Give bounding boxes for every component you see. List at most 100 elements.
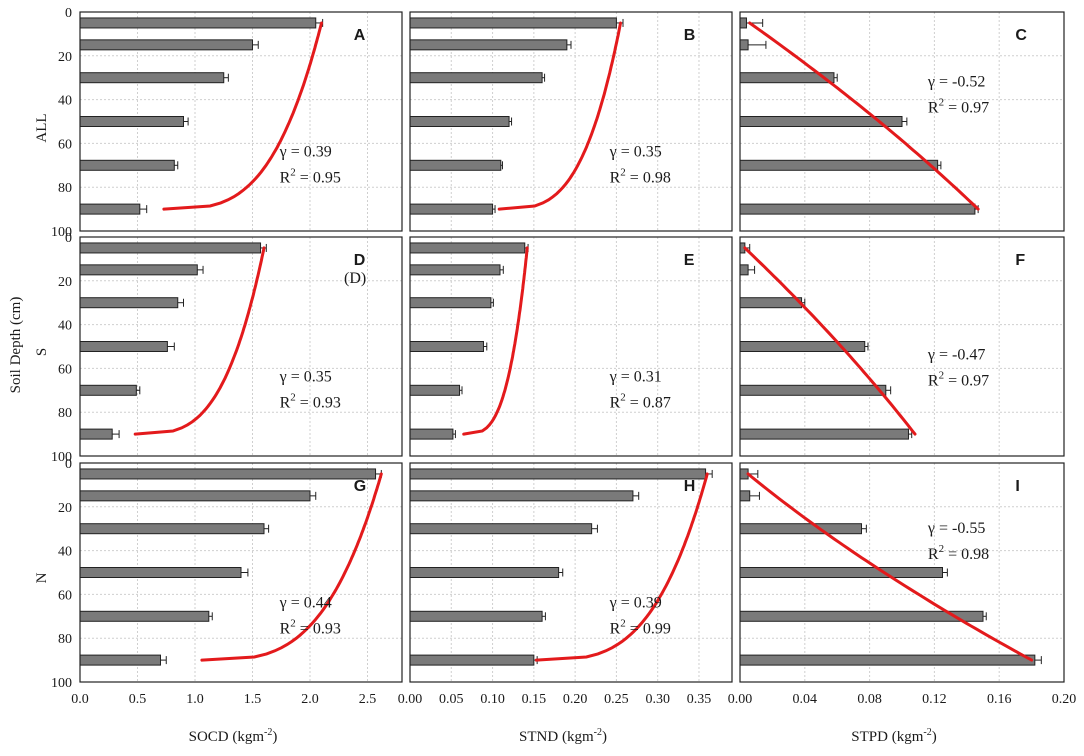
- bar: [409, 116, 510, 127]
- bar: [79, 468, 377, 480]
- r2-sup: 2: [290, 392, 296, 404]
- x-tick-label: 0.0: [71, 692, 89, 707]
- r2-label: R2 = 0.93: [280, 392, 341, 412]
- panel-letter: B: [684, 27, 696, 44]
- gamma-label: γ = 0.44: [279, 595, 332, 612]
- bar: [409, 523, 593, 535]
- x-axis-label-sup: -2: [594, 727, 602, 738]
- gamma-label: γ = 0.31: [609, 369, 662, 386]
- x-tick-label: 1.5: [244, 692, 262, 707]
- depth-tick-label: 60: [58, 588, 72, 603]
- panel-frame: [79, 462, 403, 683]
- r2-value: = 0.97: [944, 99, 989, 116]
- bar: [739, 159, 939, 171]
- panel-letter: D: [354, 252, 366, 269]
- bar: [409, 428, 454, 440]
- gamma-label: γ = 0.39: [609, 595, 662, 612]
- panel-annotation: (D): [344, 270, 366, 287]
- bar: [739, 203, 976, 215]
- x-tick-label: 0.12: [922, 692, 947, 707]
- bar: [409, 341, 484, 352]
- bar: [739, 39, 749, 51]
- bar: [409, 17, 617, 29]
- y-axis-label: Soil Depth (cm): [8, 297, 24, 394]
- panel-frame: [409, 462, 733, 683]
- x-axis-label-main: SOCD (kgm: [189, 729, 265, 745]
- r2-value: = 0.98: [626, 170, 671, 187]
- bar: [79, 159, 175, 171]
- panel-frame: [739, 462, 1065, 683]
- bar: [409, 384, 461, 396]
- r2-label: R2 = 0.97: [928, 370, 989, 390]
- bar: [739, 523, 862, 535]
- x-axis-label-sup: -2: [264, 727, 272, 738]
- r2-sup: 2: [620, 392, 626, 404]
- bar: [409, 610, 543, 622]
- x-tick-label: 2.0: [301, 692, 319, 707]
- r2-label: R2 = 0.87: [610, 392, 671, 412]
- panel-letter: E: [684, 252, 695, 269]
- r2-main: R: [280, 170, 291, 187]
- r2-value: = 0.87: [626, 395, 671, 412]
- depth-tick-label: 20: [58, 50, 72, 65]
- bar: [79, 17, 317, 29]
- bar: [79, 242, 262, 254]
- x-tick-label: 0.04: [793, 692, 818, 707]
- row-label: N: [34, 572, 50, 583]
- r2-main: R: [280, 395, 291, 412]
- r2-main: R: [610, 621, 621, 638]
- depth-tick-label: 100: [51, 450, 72, 465]
- r2-main: R: [928, 373, 939, 390]
- bar: [739, 17, 747, 29]
- fit-curve: [462, 246, 529, 436]
- r2-value: = 0.97: [944, 373, 989, 390]
- x-axis-label-main: STND (kgm: [519, 729, 594, 745]
- bar: [79, 490, 311, 502]
- depth-tick-label: 80: [58, 632, 72, 647]
- panel-letter: F: [1015, 252, 1025, 269]
- x-tick-label: 0.35: [687, 692, 712, 707]
- panel-frame: [739, 236, 1065, 457]
- r2-sup: 2: [620, 167, 626, 179]
- x-tick-label: 0.05: [439, 692, 464, 707]
- panel-h: Hγ = 0.39 R2 = 0.99: [409, 462, 733, 683]
- bar: [79, 116, 184, 127]
- bar: [409, 567, 560, 578]
- fit-curve: [748, 21, 980, 211]
- bar: [409, 468, 707, 480]
- r2-label: R2 = 0.99: [610, 618, 671, 638]
- depth-tick-label: 80: [58, 181, 72, 196]
- fit-curve: [743, 246, 917, 436]
- bar: [739, 490, 751, 502]
- r2-value: = 0.93: [296, 395, 341, 412]
- gamma-label: γ = 0.35: [279, 369, 332, 386]
- panel-frame: [79, 11, 403, 232]
- x-tick-label: 0.00: [728, 692, 753, 707]
- depth-tick-label: 60: [58, 137, 72, 152]
- x-tick-label: 0.20: [1052, 692, 1077, 707]
- bar: [409, 203, 494, 215]
- panel-letter: C: [1015, 27, 1027, 44]
- r2-label: R2 = 0.97: [928, 96, 989, 116]
- gamma-label: γ = 0.39: [279, 144, 332, 161]
- x-tick-label: 0.16: [987, 692, 1012, 707]
- depth-tick-label: 100: [51, 225, 72, 240]
- depth-tick-label: 0: [65, 231, 72, 246]
- bar: [79, 523, 265, 535]
- x-tick-label: 0.10: [480, 692, 505, 707]
- fit-curve: [133, 246, 266, 436]
- r2-sup: 2: [939, 370, 945, 382]
- bar: [79, 297, 179, 309]
- bar: [409, 39, 568, 51]
- x-axis-label-end: ): [602, 729, 607, 745]
- r2-sup: 2: [939, 96, 945, 108]
- row-label: S: [34, 348, 50, 356]
- depth-tick-label: 40: [58, 545, 72, 560]
- bar: [79, 39, 253, 51]
- x-tick-label: 0.5: [129, 692, 147, 707]
- bar: [79, 567, 242, 578]
- depth-tick-label: 40: [58, 94, 72, 109]
- panel-frame: [409, 11, 733, 232]
- panel-frame: [739, 11, 1065, 232]
